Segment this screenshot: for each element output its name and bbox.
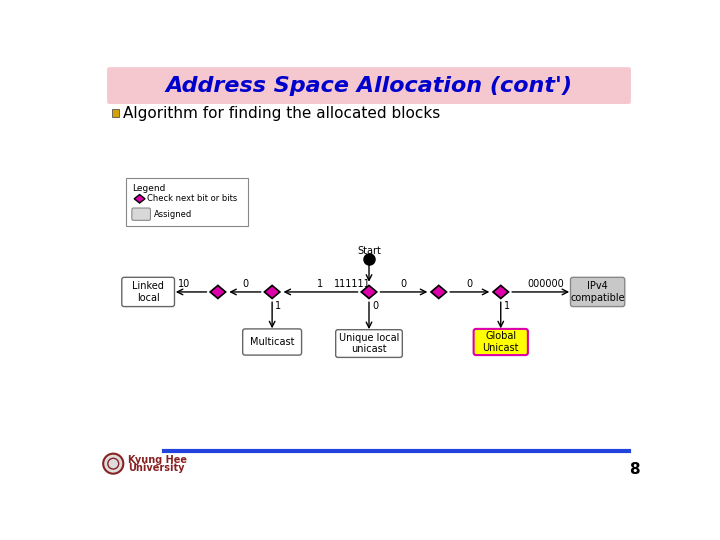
Text: 1: 1 xyxy=(317,279,323,289)
Text: Kyung Hee: Kyung Hee xyxy=(128,455,187,465)
Text: 1: 1 xyxy=(504,301,510,311)
Text: 1: 1 xyxy=(275,301,282,311)
FancyBboxPatch shape xyxy=(570,278,625,307)
Polygon shape xyxy=(361,286,377,299)
Text: 0: 0 xyxy=(242,279,248,289)
Text: 8: 8 xyxy=(629,462,640,477)
FancyBboxPatch shape xyxy=(336,330,402,357)
FancyBboxPatch shape xyxy=(132,208,150,220)
Polygon shape xyxy=(210,286,225,299)
Text: Global
Unicast: Global Unicast xyxy=(482,331,519,353)
Text: IPv4
compatible: IPv4 compatible xyxy=(570,281,625,303)
Circle shape xyxy=(103,454,123,474)
FancyBboxPatch shape xyxy=(474,329,528,355)
Polygon shape xyxy=(134,194,145,203)
FancyBboxPatch shape xyxy=(108,68,630,103)
FancyBboxPatch shape xyxy=(243,329,302,355)
Text: Linked
local: Linked local xyxy=(132,281,164,303)
Text: 10: 10 xyxy=(179,279,191,289)
Text: Unique local
unicast: Unique local unicast xyxy=(339,333,399,354)
Polygon shape xyxy=(431,286,446,299)
Text: Assigned: Assigned xyxy=(153,210,192,219)
Text: University: University xyxy=(128,463,184,473)
Text: 0: 0 xyxy=(372,301,378,311)
Text: 111111: 111111 xyxy=(333,279,370,289)
Text: 000000: 000000 xyxy=(527,279,564,289)
Text: Algorithm for finding the allocated blocks: Algorithm for finding the allocated bloc… xyxy=(122,106,440,121)
Polygon shape xyxy=(264,286,280,299)
FancyBboxPatch shape xyxy=(122,278,174,307)
Polygon shape xyxy=(493,286,508,299)
Text: Legend: Legend xyxy=(132,184,165,193)
Text: 0: 0 xyxy=(467,279,473,289)
Bar xyxy=(112,110,120,117)
FancyBboxPatch shape xyxy=(127,178,248,226)
Text: Address Space Allocation (cont'): Address Space Allocation (cont') xyxy=(166,76,572,96)
Text: Start: Start xyxy=(357,246,381,256)
Text: Check next bit or bits: Check next bit or bits xyxy=(148,194,238,203)
Text: Multicast: Multicast xyxy=(250,337,294,347)
Text: 0: 0 xyxy=(401,279,407,289)
